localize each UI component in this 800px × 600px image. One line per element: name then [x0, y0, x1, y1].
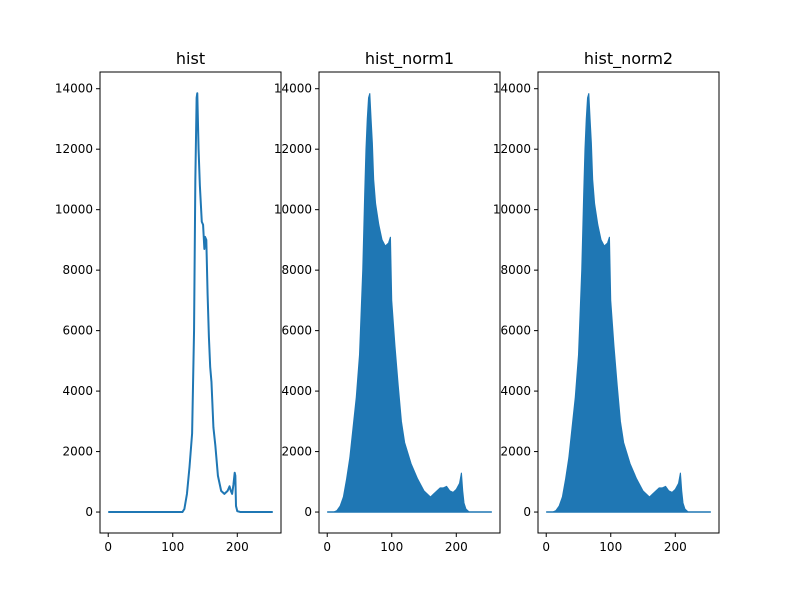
histogram-area — [327, 93, 492, 513]
y-tick-label: 10000 — [493, 203, 531, 217]
y-ticks: 0 2000 4000 6000 8000 10000 12000 14000 — [55, 82, 100, 519]
axes-frame — [318, 71, 501, 534]
y-tick-label: 6000 — [500, 324, 531, 338]
x-tick-label: 200 — [226, 540, 249, 554]
panel-title: hist — [176, 49, 205, 68]
y-tick-label: 0 — [523, 505, 531, 519]
y-tick-label: 4000 — [62, 384, 93, 398]
panel-marks — [327, 93, 492, 513]
y-tick-label: 8000 — [500, 263, 531, 277]
y-tick-label: 2000 — [500, 445, 531, 459]
x-tick-label: 0 — [542, 540, 550, 554]
x-tick-label: 100 — [380, 540, 403, 554]
y-tick-label: 4000 — [500, 384, 531, 398]
y-tick-label: 12000 — [493, 142, 531, 156]
y-tick-label: 2000 — [62, 445, 93, 459]
x-tick-label: 0 — [104, 540, 112, 554]
y-tick-label: 6000 — [62, 324, 93, 338]
y-tick-label: 2000 — [281, 445, 312, 459]
axes-frame — [99, 71, 282, 534]
panel-hist-norm1: hist_norm1 0 100 200 0 2000 4000 6000 8000 1000… — [274, 49, 501, 554]
x-tick-label: 200 — [445, 540, 468, 554]
y-tick-label: 8000 — [281, 263, 312, 277]
histogram-area — [546, 93, 711, 513]
y-tick-label: 14000 — [55, 82, 93, 96]
y-ticks: 0 2000 4000 6000 8000 10000 12000 14000 — [493, 82, 538, 519]
x-ticks: 0 100 200 — [323, 533, 468, 554]
x-tick-label: 100 — [161, 540, 184, 554]
y-tick-label: 6000 — [281, 324, 312, 338]
x-ticks: 0 100 200 — [542, 533, 687, 554]
x-tick-label: 200 — [664, 540, 687, 554]
x-tick-label: 0 — [323, 540, 331, 554]
y-tick-label: 0 — [85, 505, 93, 519]
y-ticks: 0 2000 4000 6000 8000 10000 12000 14000 — [274, 82, 319, 519]
panel-title: hist_norm1 — [365, 49, 454, 69]
y-tick-label: 12000 — [274, 142, 312, 156]
y-tick-label: 10000 — [274, 203, 312, 217]
panel-marks — [546, 93, 711, 513]
x-ticks: 0 100 200 — [104, 533, 249, 554]
y-tick-label: 4000 — [281, 384, 312, 398]
panel-hist: hist 0 100 200 0 2000 4000 6000 8000 10000 12000… — [55, 49, 282, 554]
panel-marks — [108, 92, 273, 514]
panel-hist-norm2: hist_norm2 0 100 200 0 2000 4000 6000 8000 1000… — [493, 49, 720, 554]
y-tick-label: 8000 — [62, 263, 93, 277]
axes-frame — [537, 71, 720, 534]
y-tick-label: 12000 — [55, 142, 93, 156]
series-line — [108, 92, 273, 514]
y-tick-label: 14000 — [274, 82, 312, 96]
y-tick-label: 10000 — [55, 203, 93, 217]
panel-title: hist_norm2 — [584, 49, 673, 69]
x-tick-label: 100 — [599, 540, 622, 554]
y-tick-label: 0 — [304, 505, 312, 519]
y-tick-label: 14000 — [493, 82, 531, 96]
